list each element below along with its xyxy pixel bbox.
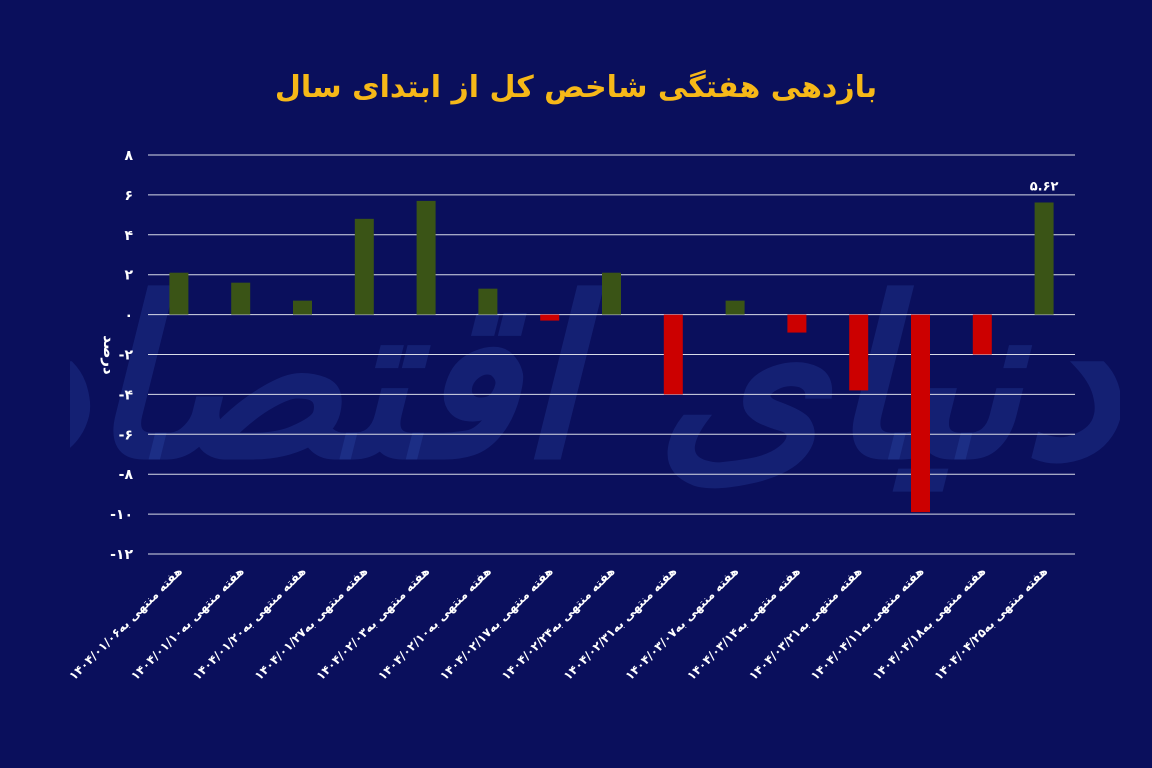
x-tick-label: هفته منتهی به۱۴۰۴/۰۲/۳۱ xyxy=(561,564,680,683)
x-tick-label: هفته منتهی به۱۴۰۴/۰۲/۲۴ xyxy=(499,564,618,683)
bar xyxy=(849,314,869,391)
y-tick-label: ۰ xyxy=(124,308,133,324)
y-axis-label: درصد xyxy=(100,335,118,375)
bar xyxy=(416,200,436,315)
x-tick-label: هفته منتهی به۱۴۰۴/۰۱/۰۶ xyxy=(66,564,185,683)
chart-title: بازدهی هفتگی شاخص کل از ابتدای سال xyxy=(274,70,878,105)
y-tick-label: -۸ xyxy=(119,467,134,483)
bar xyxy=(540,314,560,321)
y-tick-label: -۶ xyxy=(119,427,133,443)
x-tick-label: هفته منتهی به۱۴۰۴/۰۳/۱۴ xyxy=(684,564,803,683)
bar xyxy=(725,300,745,315)
bar xyxy=(231,282,251,315)
x-tick-label: هفته منتهی به۱۴۰۴/۰۴/۱۱ xyxy=(808,564,927,683)
x-tick-label: هفته منتهی به۱۴۰۴/۰۲/۰۳ xyxy=(313,564,432,683)
bar xyxy=(478,288,498,315)
y-tick-label: -۱۰ xyxy=(110,507,133,523)
grid-lines xyxy=(148,154,1075,555)
bar xyxy=(1034,202,1054,315)
y-tick-label: -۱۲ xyxy=(110,547,133,563)
x-tick-label: هفته منتهی به۱۴۰۴/۰۱/۱۰ xyxy=(128,564,247,683)
x-tick-label: هفته منتهی به۱۴۰۴/۰۱/۲۰ xyxy=(190,564,309,683)
y-tick-label: ۸ xyxy=(124,148,133,164)
x-tick-label: هفته منتهی به۱۴۰۴/۰۲/۱۷ xyxy=(437,564,556,683)
bars xyxy=(169,200,1054,513)
x-tick-label: هفته منتهی به۱۴۰۴/۰۴/۱۸ xyxy=(870,564,989,683)
bar xyxy=(787,314,807,333)
x-tick-label: هفته منتهی به۱۴۰۴/۰۴/۲۵ xyxy=(931,564,1050,683)
bar xyxy=(663,314,683,395)
x-tick-label: هفته منتهی به۱۴۰۴/۰۱/۲۷ xyxy=(252,564,371,683)
x-tick-label: هفته منتهی به۱۴۰۴/۰۳/۰۷ xyxy=(622,564,741,683)
y-tick-label: -۲ xyxy=(119,348,134,364)
y-tick-label: -۴ xyxy=(119,387,134,403)
bar xyxy=(293,300,312,315)
y-tick-label: ۴ xyxy=(124,228,133,244)
y-tick-label: ۲ xyxy=(124,268,133,284)
bar xyxy=(911,314,930,513)
bar xyxy=(972,314,992,355)
bar xyxy=(602,272,621,315)
x-tick-label: هفته منتهی به۱۴۰۴/۰۳/۲۱ xyxy=(746,564,865,683)
bar xyxy=(169,272,189,315)
y-tick-label: ۶ xyxy=(124,188,133,204)
data-label: ۵.۶۲ xyxy=(1030,179,1059,194)
x-tick-label: هفته منتهی به۱۴۰۴/۰۲/۱۰ xyxy=(375,564,494,683)
bar xyxy=(354,218,374,315)
